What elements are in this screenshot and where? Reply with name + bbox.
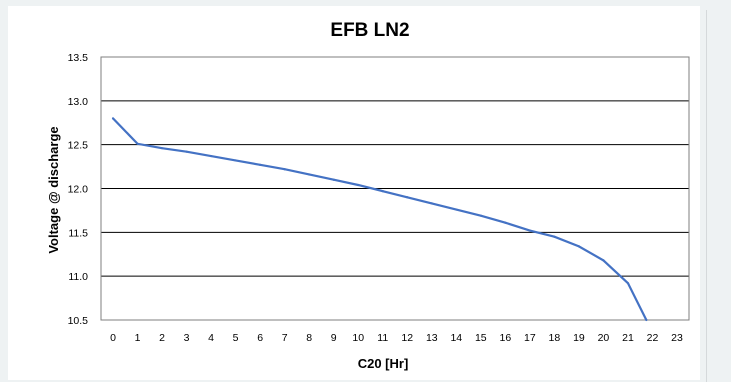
data-point (161, 147, 163, 149)
x-tick-label: 23 (671, 332, 683, 344)
y-tick-label: 10.5 (68, 315, 89, 327)
y-axis-ticks: 10.5 11.0 11.5 12.0 12.5 13.0 13.5 (68, 52, 89, 327)
data-point (357, 184, 359, 186)
x-tick-label: 0 (110, 332, 116, 344)
data-point (185, 151, 187, 153)
x-tick-label: 15 (475, 332, 487, 344)
data-point (112, 117, 114, 119)
x-tick-label: 11 (377, 332, 388, 344)
data-point (480, 215, 482, 217)
x-tick-label: 17 (524, 332, 536, 344)
x-tick-label: 18 (549, 332, 561, 344)
x-tick-label: 4 (208, 332, 214, 344)
y-tick-label: 12.5 (68, 140, 89, 152)
x-tick-label: 7 (282, 332, 288, 344)
gridlines (101, 57, 689, 320)
x-tick-label: 2 (159, 332, 165, 344)
data-point (333, 179, 335, 181)
x-tick-label: 12 (401, 332, 413, 344)
data-point (210, 155, 212, 157)
series-points (112, 117, 648, 321)
x-tick-label: 8 (306, 332, 312, 344)
x-tick-label: 10 (352, 332, 364, 344)
data-point (136, 143, 138, 145)
data-point (259, 164, 261, 166)
data-point (284, 168, 286, 170)
x-tick-label: 21 (622, 332, 634, 344)
data-point (529, 229, 531, 231)
x-tick-label: 19 (573, 332, 585, 344)
y-tick-label: 11.0 (68, 271, 88, 283)
data-point (553, 236, 555, 238)
y-tick-label: 13.5 (68, 52, 89, 64)
y-tick-label: 12.0 (68, 184, 89, 196)
x-tick-label: 1 (135, 332, 141, 344)
data-point (602, 259, 604, 261)
data-point (431, 202, 433, 204)
data-point (235, 159, 237, 161)
y-tick-label: 13.0 (68, 96, 89, 108)
x-tick-label: 9 (331, 332, 337, 344)
x-tick-label: 22 (647, 332, 659, 344)
data-point (645, 319, 647, 321)
x-tick-label: 14 (450, 332, 462, 344)
x-tick-label: 3 (184, 332, 190, 344)
data-point (578, 245, 580, 247)
x-tick-label: 20 (598, 332, 610, 344)
data-point (382, 190, 384, 192)
x-tick-label: 6 (257, 332, 263, 344)
data-point (504, 222, 506, 224)
data-point (455, 208, 457, 210)
x-tick-label: 5 (233, 332, 239, 344)
y-axis-label: Voltage @ discharge (46, 126, 61, 253)
data-point (308, 173, 310, 175)
x-tick-label: 16 (500, 332, 512, 344)
y-tick-label: 11.5 (68, 227, 88, 239)
data-point (627, 282, 629, 284)
series-line (113, 118, 646, 320)
x-axis-label: C20 [Hr] (358, 356, 409, 371)
x-axis-ticks: 0 1 2 3 4 5 6 7 8 9 10 11 12 13 14 15 16 17 18 19 20 21 22 23 (110, 332, 683, 344)
x-tick-label: 13 (426, 332, 438, 344)
data-point (406, 196, 408, 198)
chart-title: EFB LN2 (330, 20, 409, 41)
